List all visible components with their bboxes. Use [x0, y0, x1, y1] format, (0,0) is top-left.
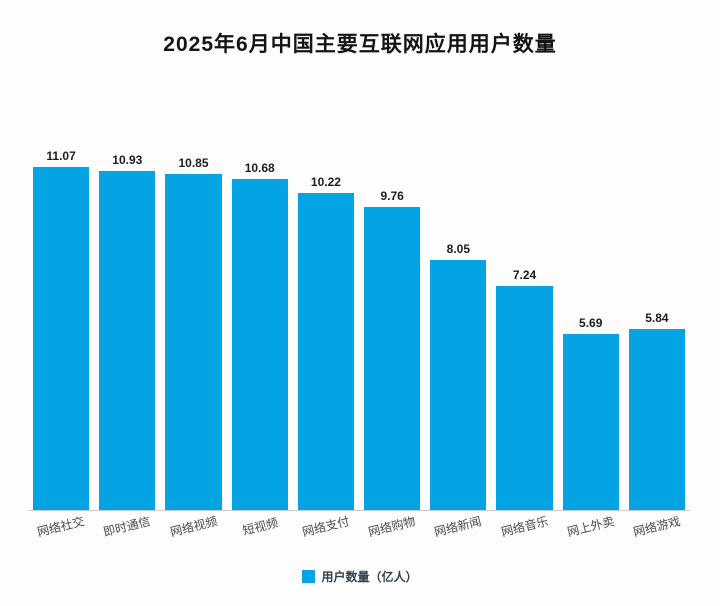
bar-value-label: 7.24 [512, 268, 537, 282]
bar-value-label: 10.93 [112, 153, 143, 167]
x-axis-label: 短视频 [240, 515, 280, 538]
legend-swatch-icon [302, 570, 316, 583]
bar-value-label: 9.76 [380, 189, 404, 203]
legend-label: 用户数量（亿人） [321, 570, 418, 584]
x-axis-label: 网络新闻 [433, 514, 484, 540]
bar-column: 10.85 网络视频 [165, 145, 222, 539]
bar-column: 7.24 网络音乐 [496, 145, 553, 539]
x-axis-label: 网上外卖 [565, 514, 616, 540]
x-axis-label: 网络社交 [35, 514, 86, 540]
bar [99, 171, 156, 510]
bar [297, 193, 355, 510]
bar [628, 329, 686, 510]
x-axis-label: 网络支付 [300, 514, 351, 540]
x-axis-label: 网络游戏 [631, 514, 682, 540]
chart-title: 2025年6月中国主要互联网应用用户数量 [163, 33, 557, 56]
bar [496, 286, 553, 510]
bar-value-label: 5.69 [579, 316, 603, 330]
bar [165, 174, 222, 510]
bar-value-label: 8.05 [446, 242, 470, 256]
bar-column: 9.76 网络购物 [364, 145, 421, 539]
bar-column: 10.93 即时通信 [99, 145, 156, 539]
legend: 用户数量（亿人） [0, 568, 720, 585]
bar-value-label: 10.22 [310, 175, 341, 189]
x-axis-label: 即时通信 [102, 514, 153, 540]
bar-chart: 11.07 网络社交 10.93 即时通信 10.85 网络视频 10.68 短视频 10.22… [28, 145, 690, 539]
bar [430, 260, 487, 510]
bar [364, 207, 421, 510]
bar [33, 167, 90, 510]
bar-column: 5.69 网上外卖 [562, 145, 619, 539]
x-axis-label: 网络购物 [366, 514, 417, 540]
bar-value-label: 10.85 [178, 156, 209, 170]
bar-value-label: 11.07 [46, 149, 76, 163]
x-axis-label: 网络视频 [168, 514, 219, 540]
bar-column: 10.68 短视频 [231, 145, 288, 538]
bar-column: 8.05 网络新闻 [430, 145, 487, 539]
bar [231, 179, 288, 510]
bar-column: 10.22 网络支付 [297, 145, 355, 539]
plot-area: 11.07 网络社交 10.93 即时通信 10.85 网络视频 10.68 短视频 10.22… [28, 145, 690, 539]
bar-column: 11.07 网络社交 [33, 145, 90, 539]
bar [562, 334, 619, 510]
x-axis-label: 网络音乐 [499, 514, 550, 540]
bar-column: 5.84 网络游戏 [628, 145, 686, 539]
bar-value-label: 5.84 [645, 311, 669, 325]
bar-value-label: 10.68 [244, 161, 275, 175]
